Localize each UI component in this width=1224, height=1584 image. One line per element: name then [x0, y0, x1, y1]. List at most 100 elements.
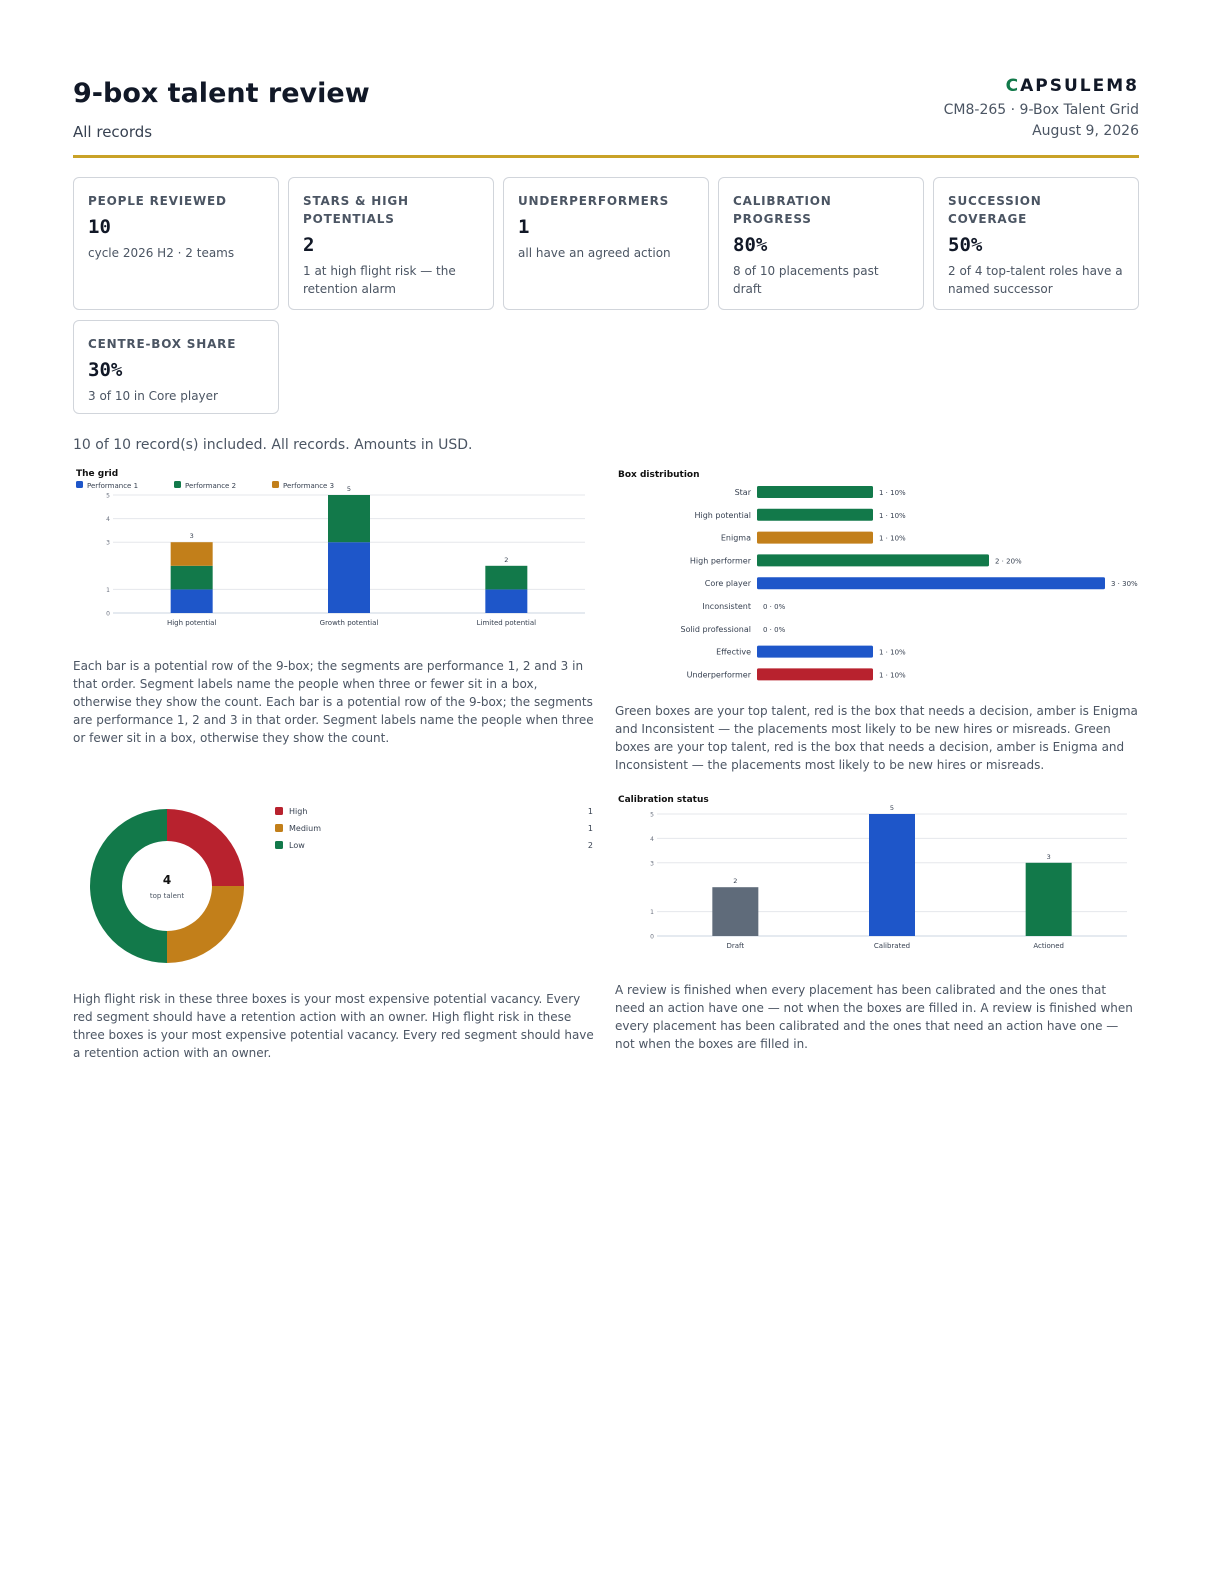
bar-category-label: High potential	[694, 511, 751, 520]
brand-initial: C	[1005, 76, 1021, 96]
kpi-value: 1	[518, 216, 530, 238]
legend-value: 1	[588, 824, 593, 833]
donut-slice	[90, 809, 167, 963]
kpi-note: all have an agreed action	[518, 246, 671, 260]
kpi-note: 2 of 4 top-talent roles have a named suc…	[948, 264, 1123, 296]
bar-segment	[170, 565, 213, 590]
donut-slice	[167, 809, 244, 886]
y-tick-label: 0	[106, 611, 110, 618]
flight-risk-donut-chart: 4 top talent High 1 Medium 1 Low 2	[90, 807, 593, 963]
bar-category-label: Effective	[716, 648, 751, 657]
bar-total-label: 3	[190, 532, 194, 540]
bar-value-label: 3	[1047, 853, 1051, 861]
brand-logo: CAPSULEM8	[1006, 76, 1139, 96]
distribution-chart-caption: Green boxes are your top talent, red is …	[615, 704, 1138, 772]
bar-value-label: 1 · 10%	[879, 671, 906, 679]
kpi-card-underperformers: Underperformers 1 all have an agreed act…	[503, 177, 709, 310]
bar	[757, 486, 873, 498]
grid-stacked-bar-chart: The grid Performance 1 Performance 2 Perfor…	[76, 469, 585, 627]
kpi-label: People reviewed	[88, 194, 227, 208]
kpi-value: 2	[303, 234, 315, 256]
kpi-note: 3 of 10 in Core player	[88, 389, 218, 403]
bar-value-label: 1 · 10%	[879, 649, 906, 657]
chart-title: Box distribution	[618, 470, 700, 480]
kpi-note: 1 at high flight risk — the retention al…	[303, 264, 456, 296]
grid-chart-caption: Each bar is a potential row of the 9-box…	[73, 659, 594, 745]
report-page: 9-box talent review All records CAPSULEM…	[73, 0, 1139, 1584]
bar-value-label: 5	[890, 804, 894, 812]
bar-segment	[170, 589, 213, 613]
bar-total-label: 5	[347, 485, 351, 493]
x-tick-label: High potential	[167, 619, 217, 627]
kpi-value: 30%	[88, 359, 123, 381]
bar-value-label: 2 · 20%	[995, 557, 1022, 565]
legend-label: High	[289, 807, 307, 816]
kpi-label: Underperformers	[518, 194, 670, 208]
page-subtitle: All records	[73, 123, 153, 141]
box-distribution-chart: Box distribution Star 1 · 10% High potentia…	[618, 470, 1138, 681]
risk-chart-caption: High flight risk in these three boxes is…	[73, 992, 594, 1060]
legend-swatch	[275, 807, 283, 815]
bar	[869, 814, 915, 936]
bar-value-label: 0 · 0%	[763, 626, 786, 634]
bar-value-label: 3 · 30%	[1111, 580, 1138, 588]
bar-category-label: Star	[735, 488, 752, 497]
y-tick-label: 1	[106, 587, 110, 594]
calibration-status-chart: Calibration status 0 1 3 4 5 2 Draft 5 Calibrated…	[618, 795, 1127, 950]
kpi-label: Centre-box share	[88, 337, 237, 351]
legend-swatch	[272, 481, 279, 488]
chart-title: Calibration status	[618, 795, 709, 805]
bar-category-label: High performer	[690, 556, 752, 565]
y-tick-label: 4	[650, 836, 654, 843]
page-title: 9-box talent review	[73, 78, 370, 109]
legend-label: Performance 1	[87, 482, 138, 490]
bar-value-label: 0 · 0%	[763, 603, 786, 611]
report-header: 9-box talent review All records CAPSULEM…	[73, 74, 1139, 158]
kpi-card-centre-box-share: Centre-box share 30% 3 of 10 in Core pla…	[73, 320, 279, 414]
legend-label: Medium	[289, 824, 321, 833]
legend-label: Performance 3	[283, 482, 334, 490]
kpi-note: cycle 2026 H2 · 2 teams	[88, 246, 235, 260]
legend-swatch	[174, 481, 181, 488]
x-tick-label: Limited potential	[477, 619, 537, 627]
bar-value-label: 1 · 10%	[879, 512, 906, 520]
chart-title: The grid	[76, 469, 118, 479]
bar-value-label: 2	[733, 877, 737, 885]
legend-swatch	[275, 841, 283, 849]
bar-value-label: 1 · 10%	[879, 535, 906, 543]
bar	[1025, 862, 1072, 936]
legend-swatch	[275, 824, 283, 832]
legend-label: Low	[289, 841, 305, 850]
x-tick-label: Calibrated	[874, 942, 910, 950]
records-included-note: 10 of 10 record(s) included. All records…	[73, 437, 473, 453]
bar-value-label: 1 · 10%	[879, 489, 906, 497]
y-tick-label: 0	[650, 934, 654, 941]
bar	[757, 577, 1105, 590]
legend-label: Performance 2	[185, 482, 236, 490]
report-reference: CM8-265 · 9-Box Talent Grid	[943, 102, 1139, 118]
y-tick-label: 3	[650, 860, 654, 867]
kpi-card-calibration-progress: Calibration progress 80% 8 of 10 placeme…	[718, 177, 924, 310]
donut-slice	[167, 886, 244, 963]
bar	[757, 531, 873, 544]
bar	[757, 508, 873, 521]
report-date: August 9, 2026	[1032, 123, 1139, 139]
kpi-value: 80%	[733, 234, 768, 256]
legend-value: 1	[588, 807, 593, 816]
x-tick-label: Growth potential	[320, 619, 379, 627]
bar-category-label: Solid professional	[680, 625, 751, 634]
kpi-card-people-reviewed: People reviewed 10 cycle 2026 H2 · 2 tea…	[73, 177, 279, 310]
bar-category-label: Underperformer	[687, 670, 752, 679]
bar-segment	[328, 542, 370, 613]
donut-center-value: 4	[163, 873, 171, 887]
y-tick-label: 1	[650, 909, 654, 916]
calibration-chart-caption: A review is finished when every placemen…	[615, 983, 1133, 1051]
kpi-label: Calibration progress	[733, 194, 832, 226]
kpi-card-succession-coverage: Succession coverage 50% 2 of 4 top-talen…	[933, 177, 1139, 310]
y-tick-label: 5	[106, 493, 110, 500]
kpi-note: 8 of 10 placements past draft	[733, 264, 879, 296]
kpi-value: 50%	[948, 234, 983, 256]
y-tick-label: 3	[106, 540, 110, 547]
bar-segment	[485, 589, 528, 613]
bar-category-label: Enigma	[721, 534, 751, 543]
